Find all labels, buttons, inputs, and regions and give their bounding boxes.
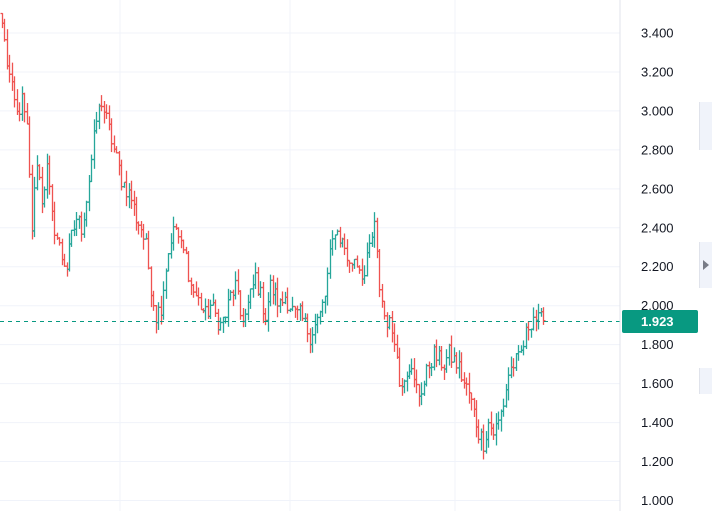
ohlc-bar	[335, 229, 340, 236]
ohlc-bar	[531, 307, 536, 331]
y-tick-label: 3.000	[641, 103, 674, 118]
y-tick-label: 2.000	[641, 298, 674, 313]
y-tick-label: 2.400	[641, 220, 674, 235]
y-tick-label: 2.800	[641, 142, 674, 157]
ohlc-bar	[27, 116, 32, 178]
y-tick-label: 3.400	[641, 25, 674, 40]
ohlc-bar	[541, 307, 546, 325]
ohlc-bars	[0, 12, 546, 460]
side-panel-handle-bottom[interactable]	[699, 368, 712, 394]
side-panel-toggle[interactable]	[699, 242, 712, 288]
price-axis[interactable]: 1.000 1.200 1.400 1.600 1.800 2.000 2.200 2.400…	[619, 0, 674, 511]
y-tick-label: 3.200	[641, 64, 674, 79]
ohlc-bar	[164, 268, 169, 299]
y-tick-label: 2.600	[641, 181, 674, 196]
ohlc-bar	[199, 292, 204, 311]
y-tick-label: 1.600	[641, 376, 674, 391]
chevron-right-icon	[703, 260, 709, 270]
y-tick-label: 1.200	[641, 454, 674, 469]
ohlc-bar	[268, 274, 273, 307]
y-tick-label: 1.400	[641, 415, 674, 430]
y-tick-label: 1.000	[641, 493, 674, 508]
ohlc-bar	[290, 296, 295, 312]
ohlc-bar	[213, 299, 218, 317]
ohlc-bar	[57, 237, 62, 246]
last-price-tag: 1.923	[622, 310, 698, 333]
ohlc-bar	[444, 349, 449, 373]
y-tick-label: 1.800	[641, 337, 674, 352]
last-price-tag-bg	[622, 310, 698, 333]
ohlc-bar	[233, 271, 238, 300]
y-tick-label: 2.200	[641, 259, 674, 274]
ohlc-bar	[333, 234, 338, 250]
ohlc-bar	[305, 313, 310, 343]
side-panel-handle-top[interactable]	[699, 102, 712, 150]
last-price-label: 1.923	[641, 314, 674, 329]
grid-lines	[0, 0, 621, 511]
